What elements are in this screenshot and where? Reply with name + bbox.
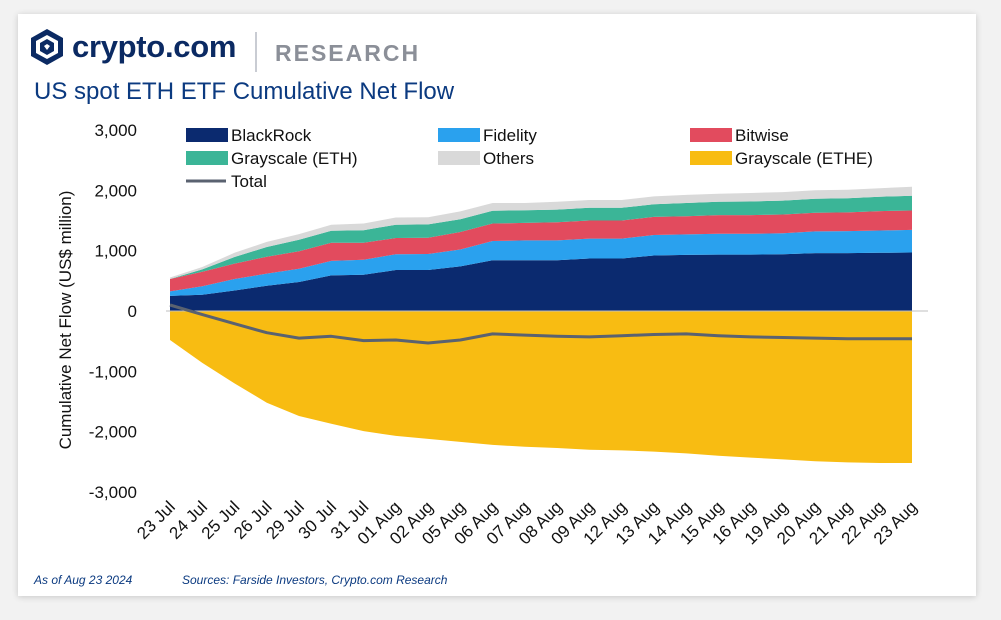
area-grayscale-ethe <box>170 311 912 463</box>
y-tick-label: 1,000 <box>94 242 137 261</box>
y-tick-label: 0 <box>128 302 137 321</box>
y-tick-label: 3,000 <box>94 121 137 140</box>
legend: BlackRock Fidelity Bitwise Grayscale (ETH) O… <box>186 126 873 191</box>
legend-label-fidelity: Fidelity <box>483 126 537 145</box>
area-fidelity <box>170 229 912 296</box>
chart-title: US spot ETH ETF Cumulative Net Flow <box>34 78 455 105</box>
y-tick-label: -2,000 <box>89 423 137 442</box>
section-label: RESEARCH <box>275 40 421 66</box>
y-tick-label: -1,000 <box>89 362 137 381</box>
area-bitwise <box>170 210 912 292</box>
area-others <box>170 186 912 279</box>
legend-label-grayscale-eth: Grayscale (ETH) <box>231 149 358 168</box>
area-grayscale-eth <box>170 195 912 279</box>
legend-label-grayscale-ethe: Grayscale (ETHE) <box>735 149 873 168</box>
y-tick-label: 2,000 <box>94 181 137 200</box>
line-total <box>169 303 912 345</box>
lion-shield-icon <box>31 29 63 65</box>
legend-swatch-grayscale-ethe <box>690 151 732 165</box>
brand-name: crypto.com <box>72 29 237 64</box>
legend-swatch-others <box>438 151 480 165</box>
sources-note: Sources: Farside Investors, Crypto.com R… <box>182 573 448 587</box>
area-blackrock <box>170 252 912 311</box>
area-layers <box>166 186 928 463</box>
as-of-note: As of Aug 23 2024 <box>34 573 133 587</box>
legend-label-bitwise: Bitwise <box>735 126 789 145</box>
legend-swatch-fidelity <box>438 128 480 142</box>
legend-label-others: Others <box>483 149 534 168</box>
legend-swatch-blackrock <box>186 128 228 142</box>
y-tick-label: -3,000 <box>89 483 137 502</box>
legend-label-blackrock: BlackRock <box>231 126 312 145</box>
legend-swatch-bitwise <box>690 128 732 142</box>
header-divider <box>255 32 257 72</box>
legend-label-total: Total <box>231 172 267 191</box>
brand-logo: crypto.com <box>30 28 236 66</box>
legend-swatch-grayscale-eth <box>186 151 228 165</box>
y-axis-label: Cumulative Net Flow (US$ million) <box>56 191 75 450</box>
